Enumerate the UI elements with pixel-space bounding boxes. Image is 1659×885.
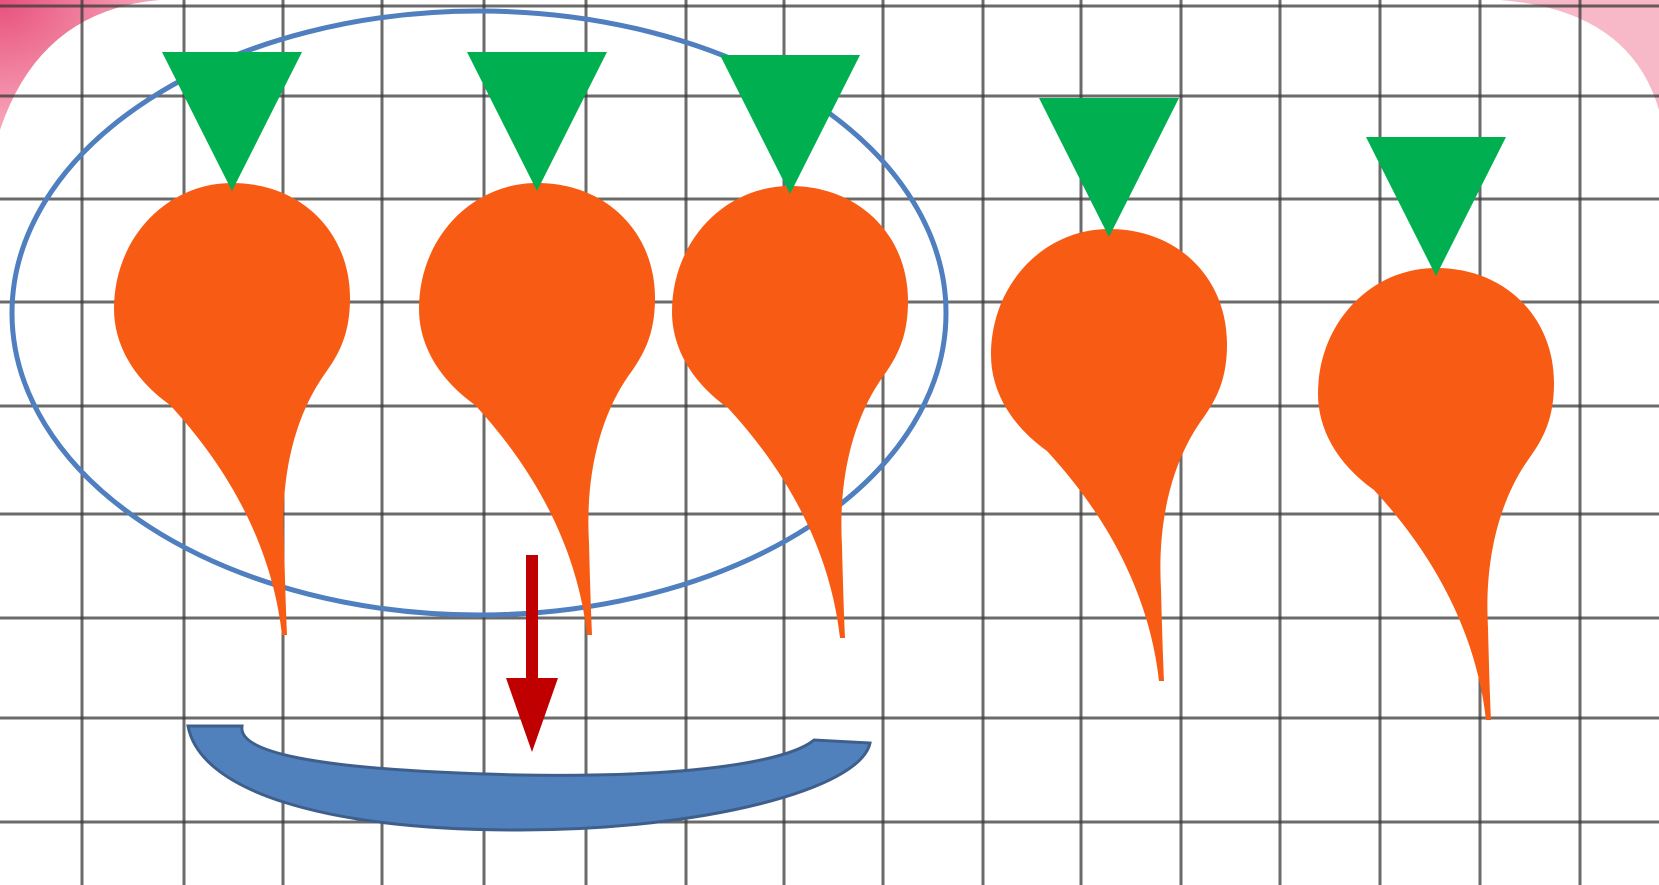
carrot-leaves — [720, 55, 860, 194]
carrot-leaves — [1366, 137, 1506, 276]
basket-icon — [186, 724, 872, 832]
down-arrow-icon — [506, 555, 558, 752]
carrot-icon — [1318, 137, 1554, 720]
carrot-icon — [419, 52, 655, 635]
carrot-icon — [672, 55, 908, 638]
carrot-icon — [991, 98, 1227, 681]
carrot-leaves — [1039, 98, 1179, 237]
arrow-shaft — [526, 555, 538, 685]
corner-accent-right — [1500, 0, 1659, 110]
carrot-icon — [114, 52, 350, 635]
carrot-leaves — [467, 52, 607, 191]
carrot-root — [672, 186, 908, 638]
carrot-leaves — [162, 52, 302, 191]
carrot-root — [1318, 268, 1554, 720]
arrow-head — [506, 678, 558, 752]
carrot-root — [991, 229, 1227, 681]
carrot-root — [419, 183, 655, 635]
carrot-root — [114, 183, 350, 635]
corner-accent-left — [0, 0, 160, 130]
group-ellipse — [9, 8, 949, 618]
